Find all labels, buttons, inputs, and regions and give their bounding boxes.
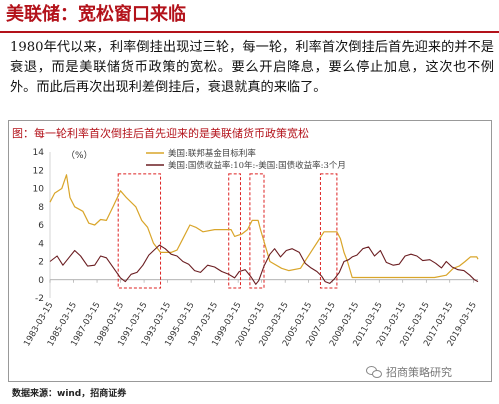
highlight-box [319, 173, 338, 289]
highlight-box [249, 173, 265, 289]
page-title: 美联储：宽松窗口来临 [6, 4, 186, 25]
y-tick-label: -2 [35, 294, 44, 304]
series-line-1 [49, 174, 479, 279]
line-chart: （%）-2024681012141983-03-151985-03-151987… [22, 148, 479, 348]
legend-label: 美国:国债收益率:10年:-美国:国债收益率:3个月 [168, 160, 346, 171]
y-tick-label: 8 [38, 203, 44, 213]
wechat-icon [366, 366, 382, 378]
highlight-box [117, 173, 162, 289]
series-line-2 [49, 244, 479, 285]
chart-frame [8, 120, 492, 382]
y-tick-label: 0 [38, 276, 44, 286]
watermark-text: 招商策略研究 [386, 366, 452, 379]
y-tick-label: 2 [38, 258, 44, 268]
body-paragraph: 1980年代以来，利率倒挂出现过三轮，每一轮，利率首次倒挂后首先迎来的并不是衰退… [10, 40, 494, 95]
y-tick-label: 14 [33, 148, 45, 158]
source-note: 数据来源：wind，招商证券 [12, 389, 127, 399]
chart-title: 图：每一轮利率首次倒挂后首先迎来的是美联储货币政策宽松 [12, 127, 309, 140]
highlight-box [228, 173, 241, 289]
y-tick-label: 10 [33, 185, 45, 195]
y-tick-label: 4 [38, 239, 44, 249]
y-tick-label: 6 [38, 221, 44, 231]
title-divider [0, 31, 499, 33]
legend-label: 美国:联邦基金目标利率 [168, 148, 256, 159]
y-tick-label: 12 [33, 166, 44, 176]
watermark: 招商策略研究 [366, 364, 452, 380]
y-axis-label: （%） [66, 150, 93, 161]
